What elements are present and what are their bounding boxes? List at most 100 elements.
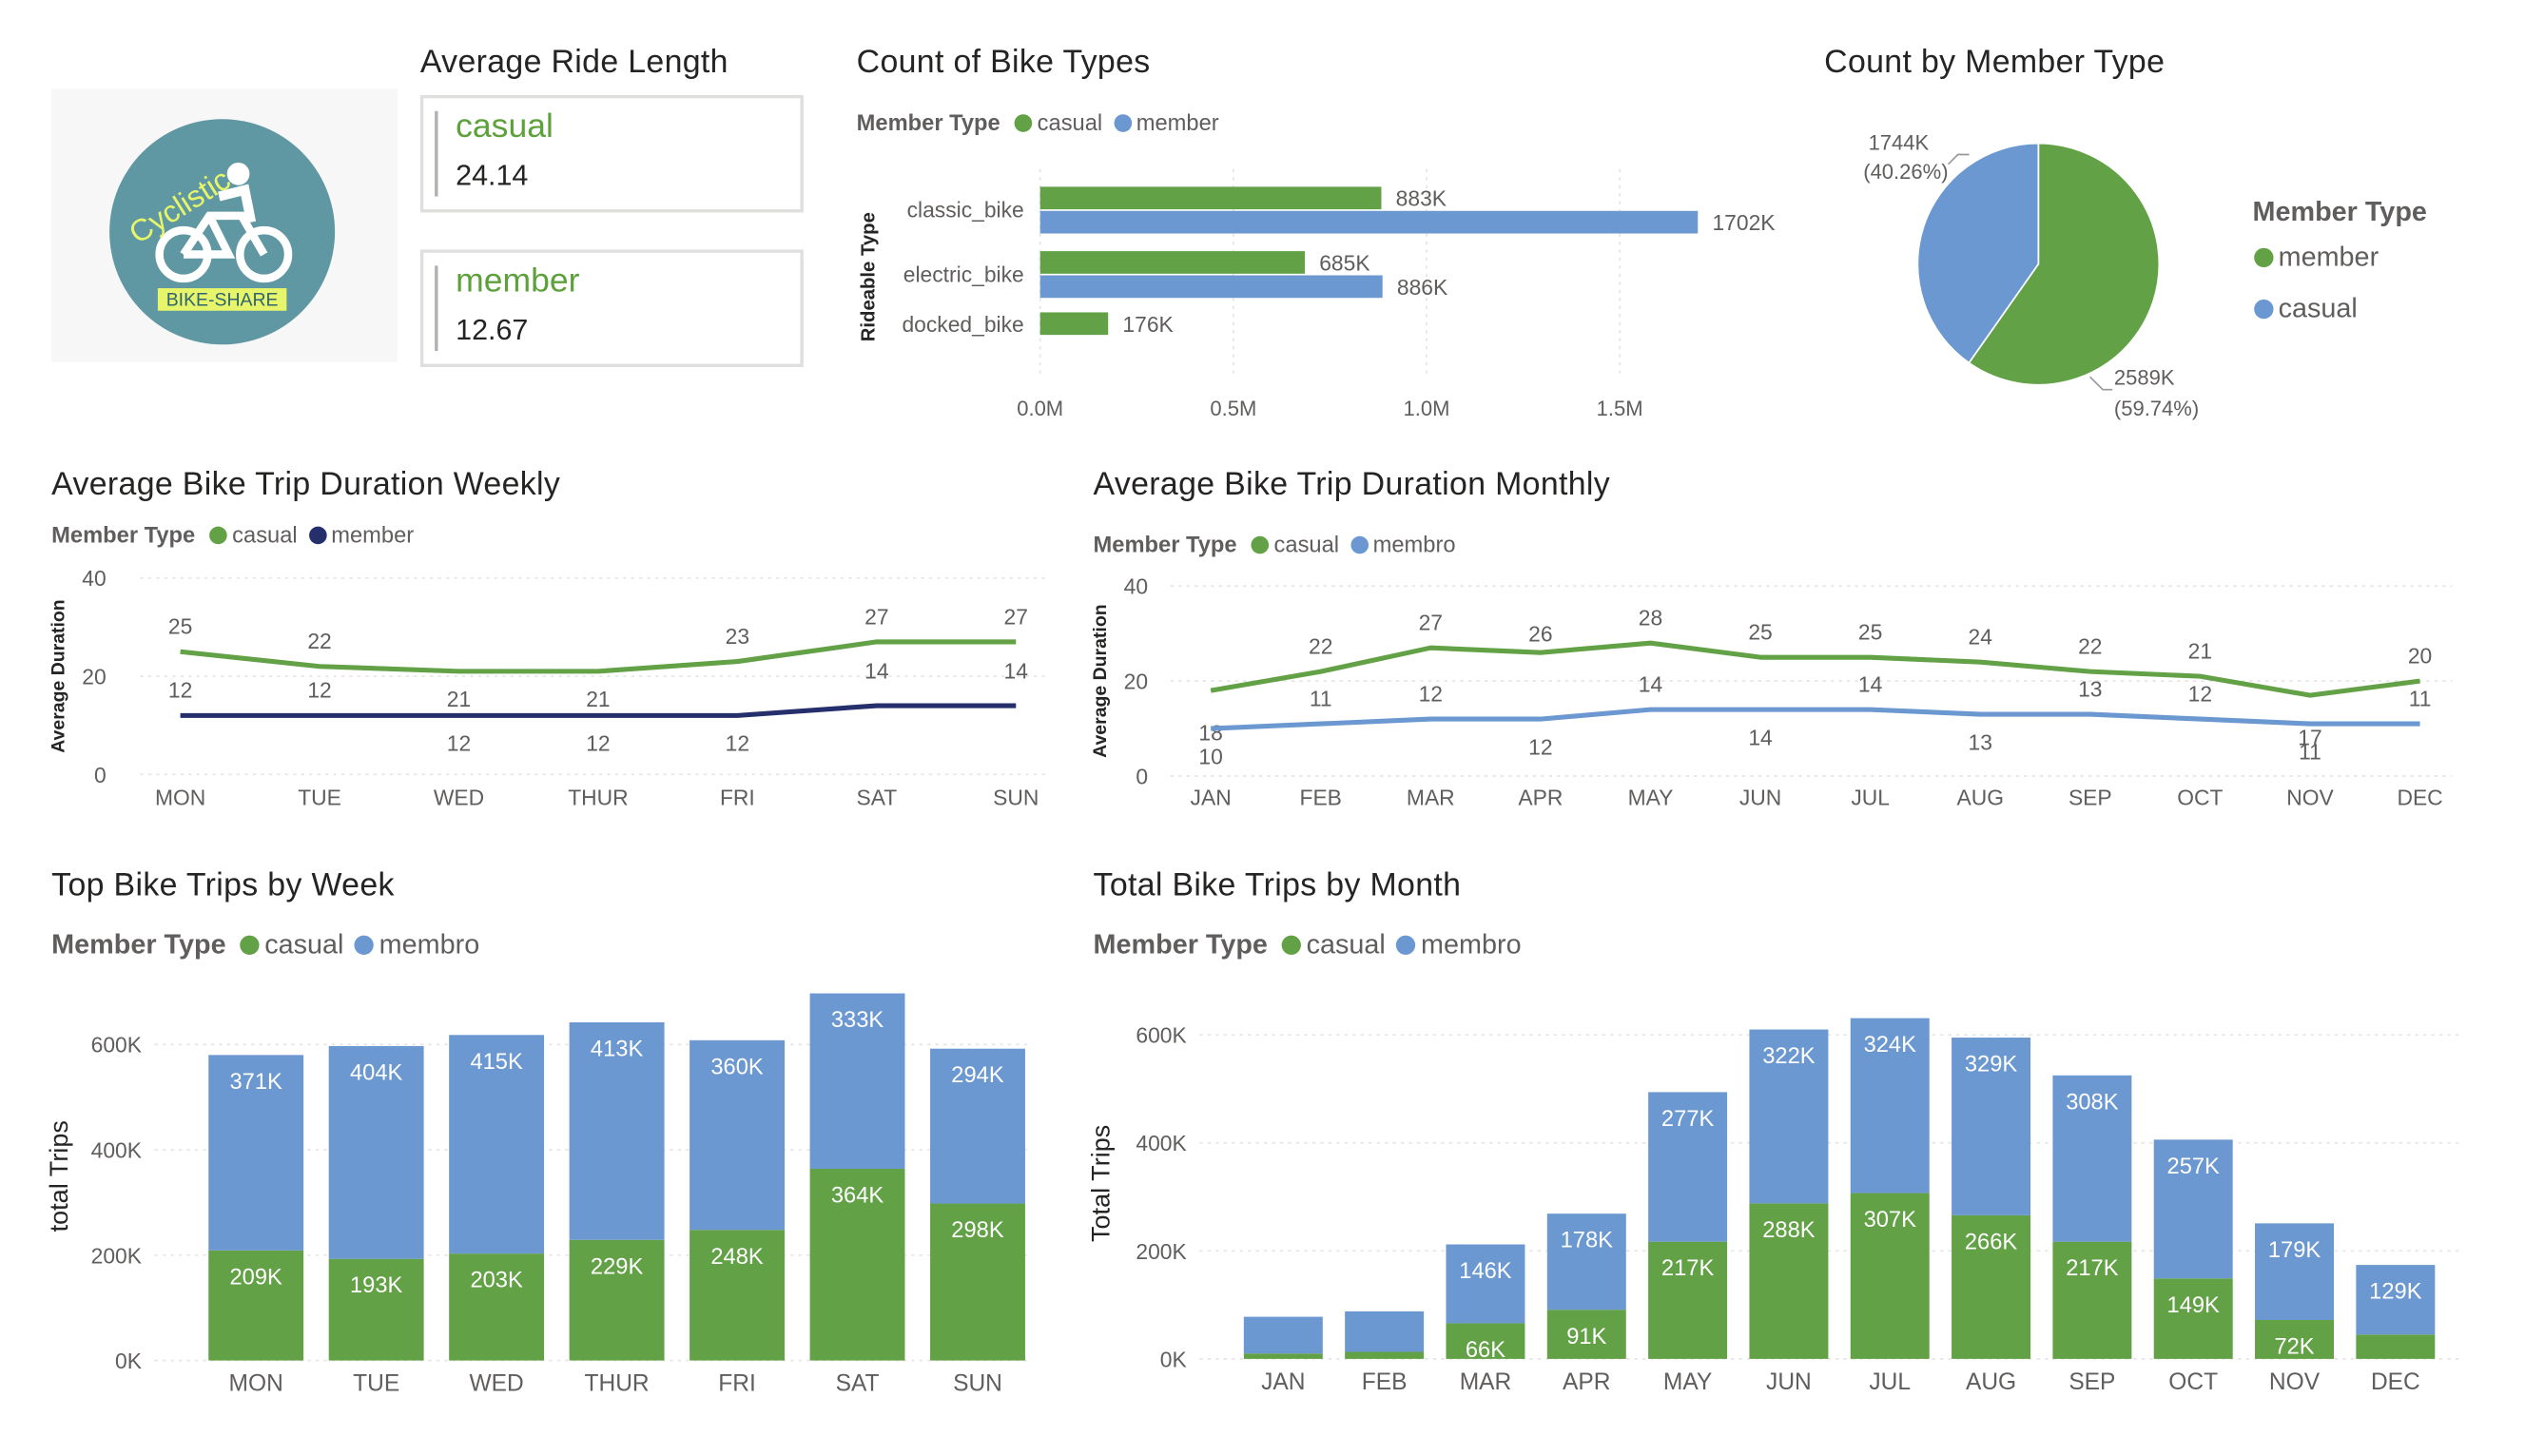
legend-membro[interactable]: membro [1372,531,1456,557]
legend-casual[interactable]: casual [264,928,344,961]
data-label: 415K [470,1050,523,1075]
data-label: (59.74%) [2114,397,2199,420]
x-tick-label: JUL [1851,786,1890,810]
x-tick-label: FRI [718,1371,756,1397]
x-tick-label: WED [434,786,484,810]
legend-casual-dot [1014,113,1033,131]
bar-segment-membro [1243,1316,1323,1354]
monthly-duration-chart: 0 20 40 Average Duration JAN FEB MAR APR MAY JUN J… [1090,574,2453,810]
x-tick-label: DEC [2397,786,2442,810]
bar-segment-casual [208,1250,304,1361]
data-label: 13 [1969,729,1992,754]
data-label: 129K [2369,1280,2422,1305]
legend-casual-dot [1251,534,1270,553]
member-card: member 12.67 [419,249,804,368]
x-tick-label: MAY [1628,786,1674,810]
bar-segment-membro [2052,1075,2132,1242]
legend-casual[interactable]: casual [1273,531,1340,557]
bar-segment-casual [1648,1241,1728,1359]
legend-casual[interactable]: casual [1306,928,1386,961]
leader-line [2088,376,2113,391]
data-label: 66K [1466,1338,1505,1363]
legend-membro[interactable]: membro [1421,928,1522,961]
data-label: 1702K [1712,210,1775,235]
bar-segment-casual [1546,1310,1626,1359]
data-label: 17 [2298,726,2321,750]
data-label: 72K [2274,1335,2314,1360]
x-tick-label: FRI [720,786,755,810]
data-label: 248K [710,1245,764,1270]
legend-member[interactable]: member [331,521,415,548]
data-label: 257K [2167,1155,2221,1179]
y-axis-title: total Trips [45,1120,73,1232]
monthly-duration-legend: Member Type casual membro [1094,532,1456,557]
data-label: 217K [1661,1256,1715,1281]
pie-slice-casual [1916,142,2040,364]
bar-segment-membro [2356,1265,2436,1335]
data-label: 12 [1528,734,1552,759]
bar-segment-membro [2255,1223,2335,1321]
data-label: 149K [2167,1293,2221,1318]
bar-segment-casual [1850,1193,1930,1359]
data-label: 360K [710,1055,764,1079]
data-label: 13 [2078,676,2102,701]
data-label: 179K [2268,1238,2321,1263]
line-membro [1211,707,2420,731]
x-tick-label: 1.0M [1404,397,1450,420]
category-label: docked_bike [902,312,1023,337]
bike-types-chart: 0.0M 0.5M 1.0M 1.5M Rideable Type classic_bik… [858,168,1776,420]
y-tick-label: 600K [91,1033,142,1058]
bar-casual [1039,186,1382,210]
bar-segment-membro [2153,1139,2233,1279]
legend-casual-dot [209,525,228,544]
bar-segment-casual [690,1230,785,1361]
data-label: 333K [831,1008,884,1033]
data-label: 14 [1004,658,1029,683]
x-tick-label: SUN [993,786,1039,810]
bar-segment-casual [1446,1323,1525,1359]
bar-casual [1039,312,1109,336]
card-value: 24.14 [456,159,529,192]
bar-segment-membro [1952,1038,2031,1215]
data-label: 12 [586,731,610,756]
monthly-trips-title: Total Bike Trips by Month [1093,867,1462,903]
legend-membro[interactable]: membro [379,928,480,961]
bike-types-legend: Member Type casual member [857,109,1219,135]
cyclist-head-icon [226,162,250,185]
x-tick-label: DEC [2371,1369,2420,1395]
legend-casual[interactable]: casual [232,521,298,548]
data-label: 229K [591,1254,644,1279]
legend-title: Member Type [1093,531,1237,557]
bar-segment-casual [1243,1353,1323,1359]
data-label: 371K [230,1070,283,1095]
pie-legend-member[interactable]: member [2249,242,2379,274]
y-axis-title: Total Trips [1087,1125,1116,1242]
monthly-duration-title: Average Bike Trip Duration Monthly [1093,466,1611,503]
y-tick-label: 600K [1136,1023,1186,1048]
category-label: classic_bike [907,198,1024,223]
data-label: 25 [1858,620,1882,645]
y-tick-label: 400K [91,1138,142,1163]
bar-segment-membro [1749,1029,1829,1204]
bar-segment-casual [328,1258,424,1361]
data-label: 12 [307,678,331,703]
x-tick-label: MAY [1663,1369,1712,1395]
line-casual [180,639,1017,674]
legend-member[interactable]: member [1136,109,1219,136]
data-label: 277K [1661,1107,1715,1132]
pie-legend-casual[interactable]: casual [2249,293,2358,325]
data-label: 886K [1397,275,1447,300]
data-label: 18 [1198,721,1222,746]
card-accent [435,265,438,352]
x-tick-label: WED [470,1371,524,1397]
y-tick-label: 0 [1136,764,1148,788]
card-accent [435,110,438,197]
weekly-trips-title: Top Bike Trips by Week [51,867,395,903]
legend-membro-dot [355,935,375,955]
data-label: 288K [1762,1218,1816,1243]
data-label: 294K [951,1063,1004,1088]
bar-segment-membro [690,1039,785,1231]
legend-casual[interactable]: casual [1037,109,1103,136]
bar-segment-casual [569,1239,665,1361]
